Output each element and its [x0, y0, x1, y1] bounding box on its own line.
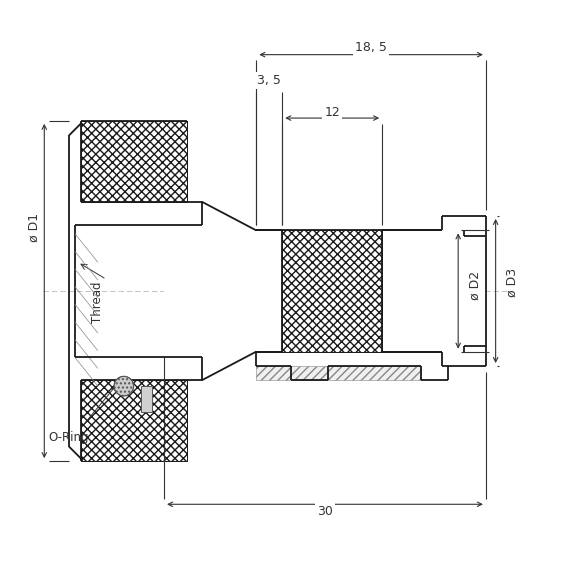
- Bar: [164, 230, 487, 352]
- Text: 12: 12: [324, 106, 340, 119]
- Text: 30: 30: [317, 505, 333, 519]
- Bar: [80, 121, 187, 201]
- Text: ø D1: ø D1: [27, 213, 40, 242]
- Bar: [141, 386, 151, 412]
- Text: ø D2: ø D2: [469, 271, 481, 300]
- Circle shape: [114, 377, 134, 396]
- Text: 18, 5: 18, 5: [355, 41, 387, 54]
- Bar: [282, 230, 382, 352]
- Text: 3, 5: 3, 5: [257, 74, 281, 87]
- Bar: [257, 366, 421, 381]
- Bar: [80, 381, 187, 461]
- Text: Thread: Thread: [91, 282, 104, 323]
- Text: ø D3: ø D3: [506, 268, 519, 297]
- Text: O-Ring: O-Ring: [49, 431, 89, 445]
